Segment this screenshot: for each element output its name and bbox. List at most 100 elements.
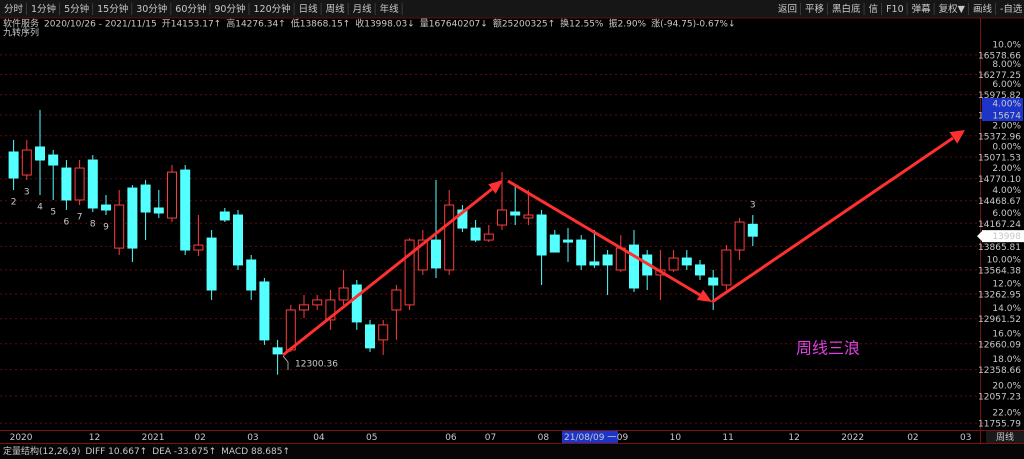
x-tick-label: 2021: [142, 433, 165, 443]
candle-body: [153, 207, 164, 214]
y2-tick-label: 18.0%: [992, 355, 1021, 365]
low-label-leader: [282, 355, 289, 370]
x-tick-label: 03: [960, 433, 971, 443]
toolbar-button[interactable]: 60分钟: [175, 3, 206, 15]
candle-body: [510, 211, 521, 216]
candle-body: [233, 214, 243, 266]
candle-body: [206, 237, 217, 291]
toolbar-button[interactable]: 信: [869, 3, 879, 15]
period-box: [986, 431, 1024, 443]
cursor-price: 15674: [992, 112, 1021, 122]
candle-body: [695, 264, 705, 276]
y-tick-label: 13262.95: [978, 290, 1021, 300]
y2-tick-label: 10.00%: [987, 255, 1022, 265]
x-tick-label: 08: [538, 433, 550, 443]
x-tick-label: 2020: [10, 433, 33, 443]
candle-body: [351, 284, 362, 323]
info-text: 2020/10/26 - 2021/11/15: [44, 20, 157, 30]
x-tick-label: 02: [194, 433, 205, 443]
toolbar-button[interactable]: 月线: [353, 3, 373, 15]
x-tick-label: 12: [89, 433, 100, 443]
x-tick-label: 2022: [841, 433, 864, 443]
y2-tick-label: 10.0%: [992, 40, 1021, 50]
y-tick-label: 14167.24: [978, 220, 1021, 230]
y-tick-label: 15975.82: [978, 91, 1021, 101]
td-label: 7: [77, 213, 83, 223]
toolbar-button[interactable]: 30分钟: [136, 3, 167, 15]
y-tick-label: 13564.38: [978, 266, 1021, 276]
last-price-pointer: [977, 231, 982, 242]
toolbar-button[interactable]: 弹幕: [912, 3, 932, 15]
toolbar-button[interactable]: 黑白底: [832, 3, 861, 15]
y-tick-label: 12961.52: [978, 315, 1021, 325]
td-label: 6: [64, 217, 70, 227]
candle-body: [576, 239, 587, 266]
td-label: 3: [24, 188, 30, 198]
candle-body: [470, 227, 481, 241]
toolbar-button[interactable]: 年线: [380, 3, 400, 15]
candle-body: [61, 167, 72, 201]
toolbar-button[interactable]: F10: [886, 4, 904, 15]
candle-body: [35, 146, 45, 161]
y2-tick-label: 16.0%: [992, 329, 1021, 339]
info-text: 涨(-94.75)-0.67%↓: [651, 19, 735, 30]
toolbar-button[interactable]: 120分钟: [253, 3, 290, 15]
toolbar-button[interactable]: -自选: [1000, 3, 1023, 15]
candle-body: [536, 214, 547, 256]
toolbar-button[interactable]: 分时: [4, 3, 24, 15]
y-tick-label: 12660.09: [978, 340, 1021, 350]
candle-body: [193, 244, 204, 251]
candle-body: [721, 249, 732, 286]
toolbar-button[interactable]: 90分钟: [214, 3, 245, 15]
cursor-box: [982, 98, 1023, 122]
candle-body: [272, 347, 283, 355]
toolbar-button[interactable]: 画线: [973, 3, 993, 15]
candle-body: [312, 299, 323, 306]
indicator-name: 九转序列: [3, 27, 39, 39]
candle-body: [325, 299, 336, 321]
candle-body: [140, 184, 151, 213]
x-tick-label: 09: [617, 433, 629, 443]
toolbar-button[interactable]: 5分钟: [64, 3, 89, 15]
candle-body: [87, 159, 98, 209]
toolbar-button[interactable]: 平移: [805, 3, 825, 15]
candle-body: [338, 287, 349, 301]
y2-tick-label: 8.00%: [992, 60, 1021, 70]
candle-body: [246, 259, 257, 291]
x-tick-label: 02: [907, 433, 918, 443]
toolbar-button[interactable]: 周线: [326, 3, 346, 15]
toolbar-button[interactable]: 日线: [299, 3, 319, 15]
candle-body: [167, 171, 177, 219]
arrow-head: [696, 289, 712, 302]
candle-body: [299, 304, 309, 311]
candle-body: [259, 281, 270, 341]
candle-body: [114, 204, 125, 249]
td-label: 3: [750, 201, 756, 211]
candle-body: [747, 223, 758, 237]
y-tick-label: 14770.10: [978, 175, 1021, 185]
toolbar-button[interactable]: 1分钟: [31, 3, 56, 15]
candle-body: [708, 277, 719, 286]
x-tick-label: 11: [722, 433, 733, 443]
candle-body: [523, 214, 534, 219]
candle-body: [285, 309, 296, 351]
toolbar-button[interactable]: 返回: [778, 3, 797, 15]
wave-arrow: [711, 136, 954, 304]
candle-body: [734, 221, 745, 251]
arrows: [282, 130, 965, 357]
y-tick-label: 11755.79: [978, 420, 1021, 430]
y2-tick-label: 4.00%: [992, 186, 1021, 196]
x-tick-label: 21/08/09 一: [564, 433, 616, 443]
toolbar-button[interactable]: 15分钟: [97, 3, 128, 15]
info-text: 高14276.34↑: [226, 18, 286, 30]
annotation: 周线三浪: [796, 339, 860, 358]
toolbar-button[interactable]: 复权▼: [939, 3, 966, 15]
candle-body: [681, 257, 692, 266]
wave-arrow: [507, 179, 701, 297]
y-tick-label: 12057.23: [978, 393, 1021, 403]
candle-body: [629, 244, 639, 289]
x-tick-label: 03: [247, 433, 258, 443]
candle-body: [180, 169, 191, 251]
